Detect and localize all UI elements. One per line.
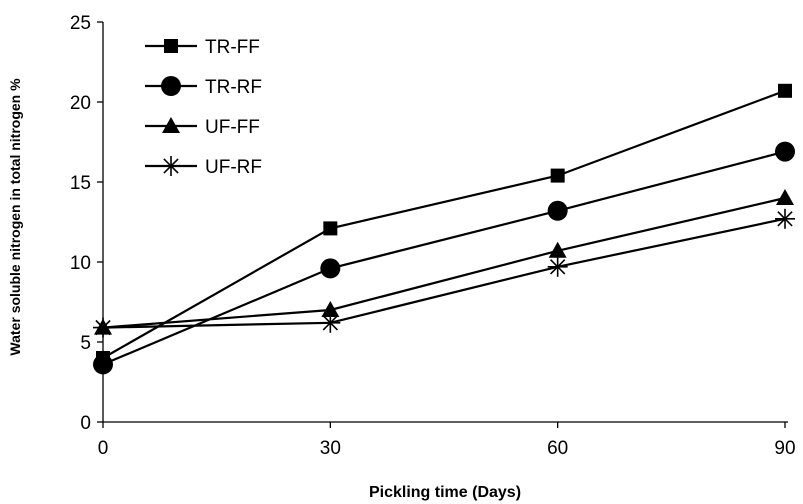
- legend-marker-uf-rf: [161, 156, 181, 176]
- x-tick-label: 0: [98, 438, 109, 459]
- legend-label: TR-RF: [205, 77, 262, 98]
- data-point-tr-rf: [320, 258, 341, 279]
- legend-marker-tr-rf: [161, 76, 181, 96]
- legend-marker-tr-ff: [164, 39, 178, 53]
- series-line-tr-rf: [102, 150, 786, 366]
- data-point-uf-rf: [320, 312, 341, 333]
- data-point-tr-ff: [550, 168, 565, 183]
- x-axis-title: Pickling time (Days): [369, 484, 521, 501]
- series-line-uf-ff: [102, 196, 786, 329]
- series-uf-rf: [93, 208, 795, 338]
- x-axis-ticks: 0 30 60 90: [98, 422, 796, 459]
- series-line-tr-ff: [102, 89, 786, 359]
- data-point-uf-ff: [776, 189, 794, 205]
- legend-marker-uf-ff: [162, 117, 180, 133]
- legend-label: TR-FF: [205, 37, 260, 58]
- legend-item-uf-ff: UF-FF: [145, 117, 260, 138]
- y-axis-title: Water soluble nitrogen in total nitrogen…: [7, 78, 23, 356]
- series-uf-ff: [94, 189, 794, 335]
- x-tick-label: 30: [320, 438, 341, 459]
- y-tick-label: 10: [70, 253, 91, 274]
- data-point-tr-rf: [93, 354, 113, 375]
- series-line-uf-rf: [102, 217, 786, 329]
- legend-item-tr-ff: TR-FF: [145, 37, 260, 58]
- y-tick-label: 20: [70, 93, 91, 114]
- y-axis-ticks: 0 5 10 15 20 25: [70, 13, 103, 434]
- data-point-tr-ff: [778, 83, 792, 98]
- legend-item-tr-rf: TR-RF: [145, 76, 262, 98]
- data-point-uf-ff: [321, 301, 340, 317]
- data-point-uf-rf: [547, 256, 568, 277]
- data-point-tr-rf: [775, 141, 795, 162]
- legend-item-uf-rf: UF-RF: [145, 156, 262, 178]
- y-tick-label: 15: [70, 173, 91, 194]
- data-point-tr-ff: [323, 221, 338, 236]
- legend: TR-FF TR-RF UF-FF UF-RF: [145, 37, 262, 178]
- x-tick-label: 60: [547, 438, 568, 459]
- series-tr-rf: [93, 141, 795, 375]
- x-tick-label: 90: [774, 438, 795, 459]
- y-tick-label: 5: [80, 333, 91, 354]
- legend-label: UF-RF: [205, 157, 262, 178]
- data-point-uf-rf: [93, 317, 113, 338]
- legend-label: UF-FF: [205, 117, 260, 138]
- data-point-uf-rf: [775, 208, 795, 229]
- y-tick-label: 25: [70, 13, 91, 34]
- data-point-tr-rf: [547, 200, 568, 221]
- data-point-uf-ff: [548, 241, 567, 258]
- y-tick-label: 0: [80, 413, 91, 434]
- series-layer: [93, 83, 795, 375]
